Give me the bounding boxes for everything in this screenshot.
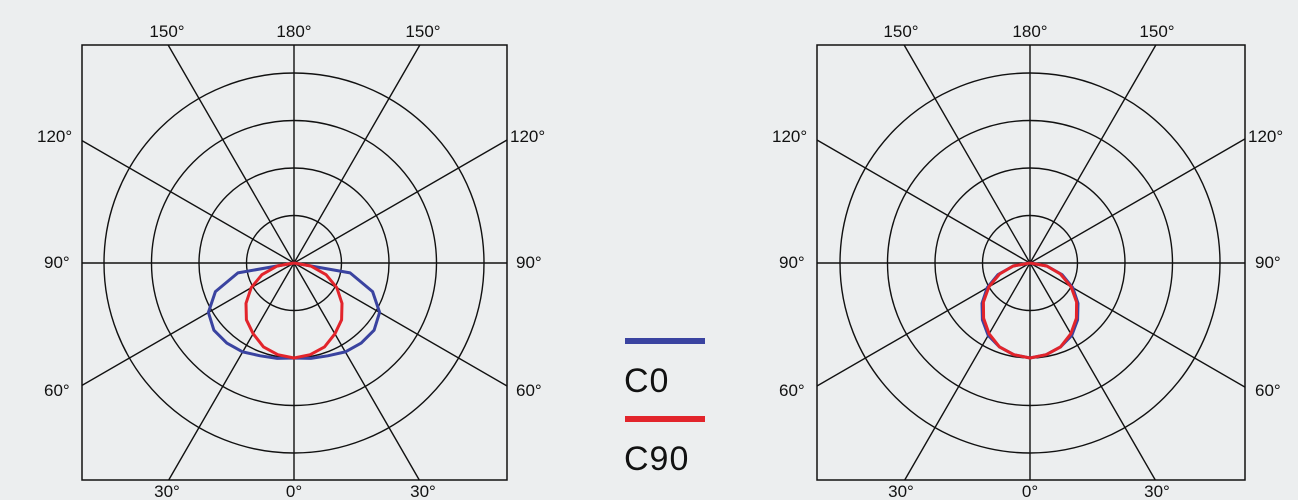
left-label-left-90: 90° [44,253,70,272]
left-label-right-60: 60° [516,381,542,400]
right-label-right-90: 90° [1255,253,1281,272]
right-grid-spoke-150-left [903,44,1031,264]
left-grid-spoke-30-left [168,262,295,481]
right-label-top-right: 150° [1139,22,1174,41]
legend: C0 C90 [624,338,705,478]
left-grid-spoke-150-left [167,44,295,264]
right-label-bottom-left: 30° [888,482,914,500]
right-polar-chart: 150° 180° 150° 120° 90° 60° 120° 90° 60°… [772,22,1283,500]
left-chart-grid [81,44,508,481]
right-grid-spoke-30-right [1029,262,1156,481]
left-label-right-120: 120° [510,127,545,146]
right-label-left-90: 90° [779,253,805,272]
right-grid-spoke-60-left [816,262,1031,387]
legend-label-c0: C0 [624,362,669,400]
right-label-top-center: 180° [1012,22,1047,41]
right-chart-series [980,261,1080,360]
left-grid-spoke-60-left [81,262,295,387]
left-chart-series [206,261,382,360]
right-grid-spoke-150-right [1029,44,1157,264]
right-grid-spoke-60-right [1029,262,1246,388]
left-grid-spoke-30-right [293,262,420,481]
legend-label-c90: C90 [624,440,689,478]
left-polar-chart: 150° 180° 150° 120° 90° 60° 120° 90° 60°… [37,22,545,500]
left-label-top-center: 180° [276,22,311,41]
right-label-bottom-center: 0° [1022,482,1038,500]
left-label-left-60: 60° [44,381,70,400]
left-label-left-120: 120° [37,127,72,146]
right-series-c90 [981,261,1079,360]
left-grid-spoke-60-right [293,262,508,387]
legend-swatch-c0 [625,338,705,344]
left-label-right-90: 90° [516,253,542,272]
legend-swatch-c90 [625,416,705,422]
right-grid-spoke-30-left [904,262,1031,481]
left-grid-spoke-120-left [81,139,295,264]
left-label-bottom-center: 0° [286,482,302,500]
right-label-top-left: 150° [883,22,918,41]
right-label-right-60: 60° [1255,381,1281,400]
left-grid-spoke-150-right [293,44,421,264]
right-grid-spoke-120-left [816,139,1031,264]
right-grid-spoke-120-right [1029,138,1246,264]
left-label-bottom-right: 30° [410,482,436,500]
right-label-left-60: 60° [779,381,805,400]
left-label-top-right: 150° [405,22,440,41]
left-series-c90 [244,261,344,360]
right-label-bottom-right: 30° [1144,482,1170,500]
left-label-top-left: 150° [149,22,184,41]
left-grid-spoke-120-right [293,139,508,264]
right-label-right-120: 120° [1248,127,1283,146]
left-label-bottom-left: 30° [154,482,180,500]
right-label-left-120: 120° [772,127,807,146]
